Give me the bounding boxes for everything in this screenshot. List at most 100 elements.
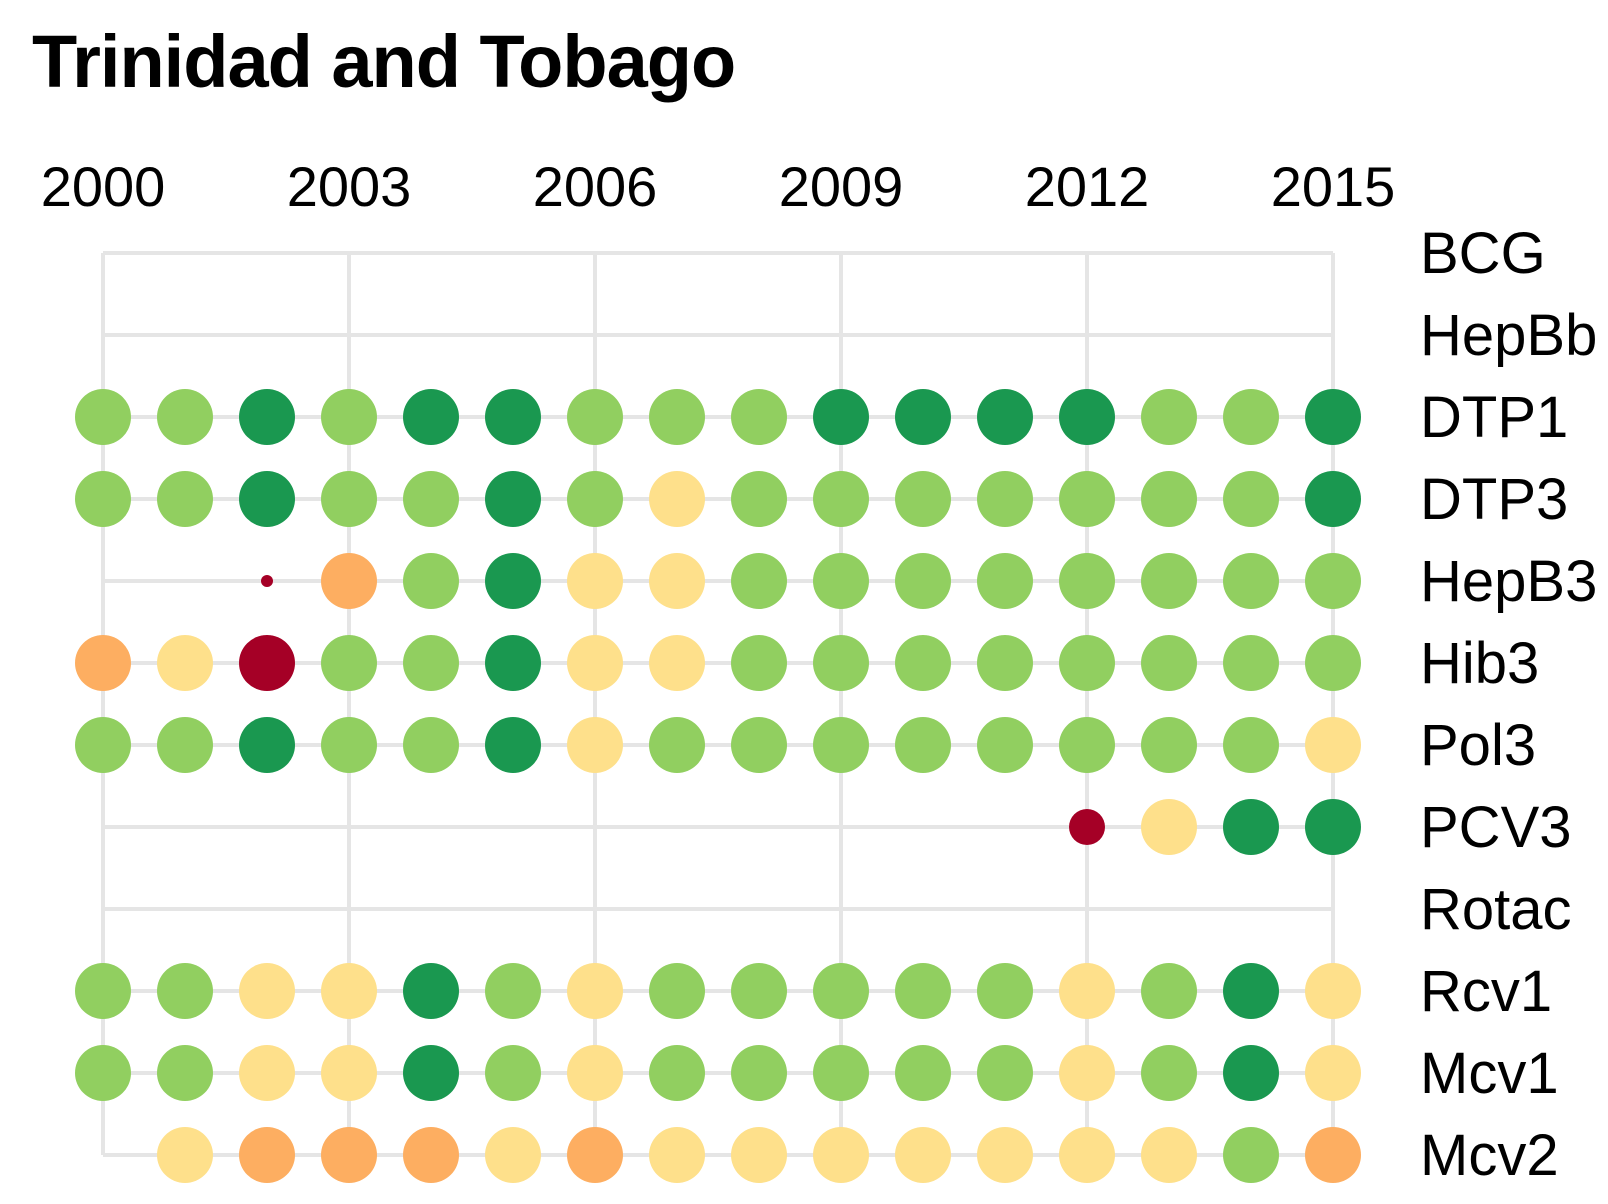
data-point-pol3-2002: [239, 717, 295, 773]
data-point-hib3-2012: [1059, 635, 1115, 691]
data-point-pol3-2003: [321, 717, 377, 773]
data-point-pol3-2005: [485, 717, 541, 773]
data-point-pcv3-2012: [1069, 809, 1105, 845]
data-point-pcv3-2015: [1305, 799, 1361, 855]
data-point-dtp3-2001: [157, 471, 213, 527]
row-label-mcv2: Mcv2: [1420, 1123, 1559, 1188]
data-point-rcv1-2000: [75, 963, 131, 1019]
data-point-hib3-2014: [1223, 635, 1279, 691]
data-point-dtp1-2005: [485, 389, 541, 445]
data-point-mcv2-2002: [239, 1127, 295, 1183]
data-point-mcv2-2008: [731, 1127, 787, 1183]
data-point-hib3-2013: [1141, 635, 1197, 691]
data-point-dtp3-2006: [567, 471, 623, 527]
data-point-hepb3-2004: [403, 553, 459, 609]
data-point-mcv1-2010: [895, 1045, 951, 1101]
data-point-mcv2-2012: [1059, 1127, 1115, 1183]
data-point-mcv1-2013: [1141, 1045, 1197, 1101]
data-point-dtp3-2015: [1305, 471, 1361, 527]
data-point-dtp3-2003: [321, 471, 377, 527]
data-point-hib3-2011: [977, 635, 1033, 691]
data-point-hib3-2005: [485, 635, 541, 691]
data-point-dtp1-2003: [321, 389, 377, 445]
data-point-dtp3-2010: [895, 471, 951, 527]
data-point-mcv1-2006: [567, 1045, 623, 1101]
data-point-pol3-2004: [403, 717, 459, 773]
data-point-dtp3-2011: [977, 471, 1033, 527]
data-point-hib3-2001: [157, 635, 213, 691]
row-label-hepb3: HepB3: [1420, 549, 1597, 614]
data-point-mcv2-2011: [977, 1127, 1033, 1183]
row-label-dtp1: DTP1: [1420, 385, 1568, 450]
data-point-rcv1-2001: [157, 963, 213, 1019]
data-point-mcv2-2005: [485, 1127, 541, 1183]
data-point-pol3-2008: [731, 717, 787, 773]
data-point-hib3-2003: [321, 635, 377, 691]
row-label-hib3: Hib3: [1420, 631, 1539, 696]
data-point-mcv2-2009: [813, 1127, 869, 1183]
data-point-rcv1-2008: [731, 963, 787, 1019]
data-point-mcv1-2002: [239, 1045, 295, 1101]
data-point-dtp3-2002: [239, 471, 295, 527]
data-point-rcv1-2011: [977, 963, 1033, 1019]
data-point-pol3-2015: [1305, 717, 1361, 773]
data-point-hepb3-2003: [321, 553, 377, 609]
data-point-mcv2-2004: [403, 1127, 459, 1183]
data-point-pol3-2000: [75, 717, 131, 773]
row-label-pol3: Pol3: [1420, 713, 1536, 778]
data-point-hib3-2008: [731, 635, 787, 691]
data-point-hib3-2010: [895, 635, 951, 691]
data-point-pol3-2006: [567, 717, 623, 773]
data-point-rcv1-2007: [649, 963, 705, 1019]
data-point-hepb3-2010: [895, 553, 951, 609]
data-point-hepb3-2006: [567, 553, 623, 609]
data-point-mcv2-2001: [157, 1127, 213, 1183]
data-point-rcv1-2014: [1223, 963, 1279, 1019]
data-point-pol3-2012: [1059, 717, 1115, 773]
data-point-mcv1-2012: [1059, 1045, 1115, 1101]
data-point-mcv1-2003: [321, 1045, 377, 1101]
data-point-rcv1-2015: [1305, 963, 1361, 1019]
data-point-dtp1-2014: [1223, 389, 1279, 445]
data-point-rcv1-2012: [1059, 963, 1115, 1019]
data-point-dtp3-2005: [485, 471, 541, 527]
data-point-mcv1-2004: [403, 1045, 459, 1101]
data-point-mcv1-2014: [1223, 1045, 1279, 1101]
data-point-dtp1-2009: [813, 389, 869, 445]
data-point-rcv1-2010: [895, 963, 951, 1019]
data-point-dtp3-2000: [75, 471, 131, 527]
data-point-dtp1-2001: [157, 389, 213, 445]
data-point-rcv1-2004: [403, 963, 459, 1019]
data-point-hib3-2006: [567, 635, 623, 691]
row-label-hepbb: HepBb: [1420, 303, 1597, 368]
chart-title: Trinidad and Tobago: [32, 20, 736, 103]
data-point-hib3-2009: [813, 635, 869, 691]
row-label-pcv3: PCV3: [1420, 795, 1572, 860]
x-tick-label-2015: 2015: [1271, 155, 1396, 218]
data-point-rcv1-2003: [321, 963, 377, 1019]
data-point-dtp1-2004: [403, 389, 459, 445]
data-point-dtp3-2014: [1223, 471, 1279, 527]
data-point-pcv3-2013: [1141, 799, 1197, 855]
data-point-mcv1-2007: [649, 1045, 705, 1101]
data-point-rcv1-2006: [567, 963, 623, 1019]
data-point-hib3-2000: [75, 635, 131, 691]
data-point-hib3-2002: [239, 635, 295, 691]
data-point-dtp3-2009: [813, 471, 869, 527]
data-point-mcv1-2011: [977, 1045, 1033, 1101]
data-point-pol3-2009: [813, 717, 869, 773]
data-point-hepb3-2015: [1305, 553, 1361, 609]
data-point-dtp1-2000: [75, 389, 131, 445]
data-point-dtp1-2015: [1305, 389, 1361, 445]
data-point-mcv1-2009: [813, 1045, 869, 1101]
data-point-pol3-2013: [1141, 717, 1197, 773]
row-label-mcv1: Mcv1: [1420, 1041, 1559, 1106]
data-point-hepb3-2014: [1223, 553, 1279, 609]
data-point-dtp1-2012: [1059, 389, 1115, 445]
data-point-pcv3-2014: [1223, 799, 1279, 855]
data-point-mcv2-2013: [1141, 1127, 1197, 1183]
row-labels: BCG HepBb DTP1 DTP3 HepB3 Hib3 Pol3 PCV3 Rotac Rc…: [1420, 221, 1597, 1188]
data-point-hib3-2015: [1305, 635, 1361, 691]
data-point-dtp3-2012: [1059, 471, 1115, 527]
data-point-hepb3-2011: [977, 553, 1033, 609]
